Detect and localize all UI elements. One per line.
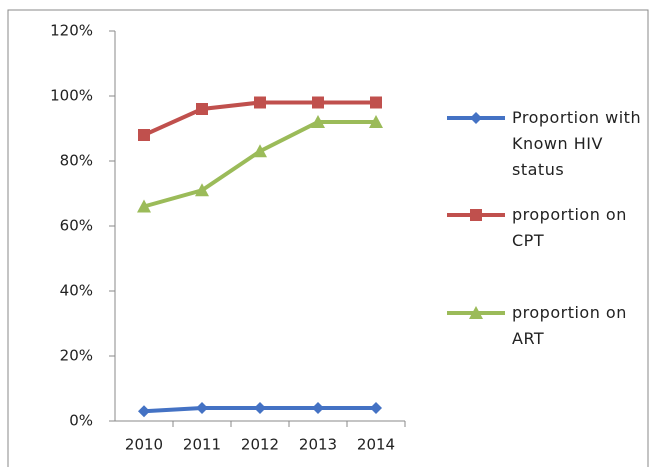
marker <box>312 402 324 414</box>
x-tick-label: 2014 <box>357 436 395 454</box>
marker <box>369 115 383 128</box>
marker <box>312 96 324 109</box>
marker <box>470 112 482 124</box>
marker <box>370 96 382 109</box>
x-tick-label: 2012 <box>241 436 279 454</box>
marker <box>370 402 382 414</box>
y-tick-label: 0% <box>69 412 93 430</box>
y-tick-label: 120% <box>50 22 93 40</box>
y-tick-label: 100% <box>50 87 93 105</box>
marker <box>254 96 266 109</box>
marker <box>254 402 266 414</box>
chart-frame <box>7 9 649 467</box>
x-tick-label: 2010 <box>125 436 163 454</box>
marker <box>196 103 208 115</box>
legend-label: proportion on ART <box>512 303 627 348</box>
marker <box>137 199 151 213</box>
marker <box>253 144 267 158</box>
x-tick-label: 2011 <box>183 436 221 454</box>
y-tick-label: 40% <box>60 282 93 300</box>
y-tick-label: 80% <box>60 152 93 170</box>
marker <box>138 129 150 141</box>
marker <box>311 115 325 128</box>
legend-label: Proportion with Known HIV status <box>512 108 642 179</box>
y-tick-label: 60% <box>60 217 93 235</box>
marker <box>469 306 483 319</box>
marker <box>138 405 150 418</box>
legend-label: proportion on CPT <box>512 205 627 250</box>
y-tick-label: 20% <box>60 347 93 365</box>
x-tick-label: 2013 <box>299 436 337 454</box>
marker <box>470 209 482 221</box>
marker <box>195 183 209 197</box>
marker <box>196 402 208 414</box>
series-line <box>143 120 376 209</box>
